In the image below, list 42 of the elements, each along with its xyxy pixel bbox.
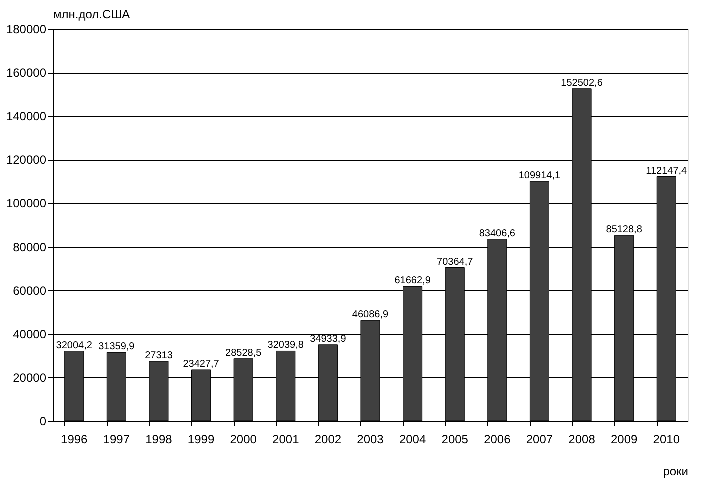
x-tick-label: 2004 <box>399 432 426 446</box>
x-tick-label: 2002 <box>314 432 342 446</box>
x-tick-label: 1996 <box>61 432 88 446</box>
x-tick-label: 1998 <box>146 432 173 446</box>
y-tick-label: 0 <box>40 414 47 428</box>
data-label: 85128,8 <box>606 224 643 236</box>
x-tick-label: 2009 <box>610 432 638 446</box>
data-label: 46086,9 <box>352 310 390 321</box>
y-tick-label: 60000 <box>13 284 47 298</box>
data-label: 31359,9 <box>98 342 136 353</box>
data-label: 34933,9 <box>310 334 347 345</box>
data-label: 27313 <box>145 350 174 362</box>
y-tick-label: 120000 <box>6 153 47 168</box>
x-tick-label: 2000 <box>230 432 258 446</box>
data-label: 61662,9 <box>394 276 432 287</box>
y-tick-label: 180000 <box>6 22 47 36</box>
x-axis-title: роки <box>663 464 688 478</box>
data-label: 152502,6 <box>561 78 604 89</box>
y-tick-label: 20000 <box>13 370 47 385</box>
data-label: 23427,7 <box>183 358 220 370</box>
x-tick-label: 2006 <box>484 432 512 446</box>
y-tick-label: 100000 <box>6 196 47 211</box>
data-label: 28528,5 <box>226 348 262 359</box>
x-tick-label: 2007 <box>526 432 554 446</box>
x-tick-label: 1997 <box>103 432 130 446</box>
x-tick-label: 2010 <box>653 432 680 446</box>
x-tick-label: 2008 <box>568 432 596 446</box>
x-tick-label: 1999 <box>188 432 215 446</box>
x-tick-label: 2001 <box>272 432 300 446</box>
y-tick-label: 80000 <box>13 240 47 254</box>
x-tick-label: 2005 <box>442 432 469 446</box>
data-label: 32039,8 <box>268 340 304 352</box>
data-label: 83406,6 <box>479 228 516 240</box>
data-label: 32004,2 <box>56 340 93 352</box>
x-tick-label: 2003 <box>357 432 384 446</box>
data-label: 109914,1 <box>518 170 562 182</box>
data-label: 112147,4 <box>646 166 688 177</box>
data-label: 70364,7 <box>437 256 474 268</box>
y-tick-label: 140000 <box>6 110 47 124</box>
y-axis-title: млн.дол.США <box>54 8 130 22</box>
y-tick-label: 40000 <box>13 327 47 342</box>
y-tick-label: 160000 <box>6 66 47 80</box>
